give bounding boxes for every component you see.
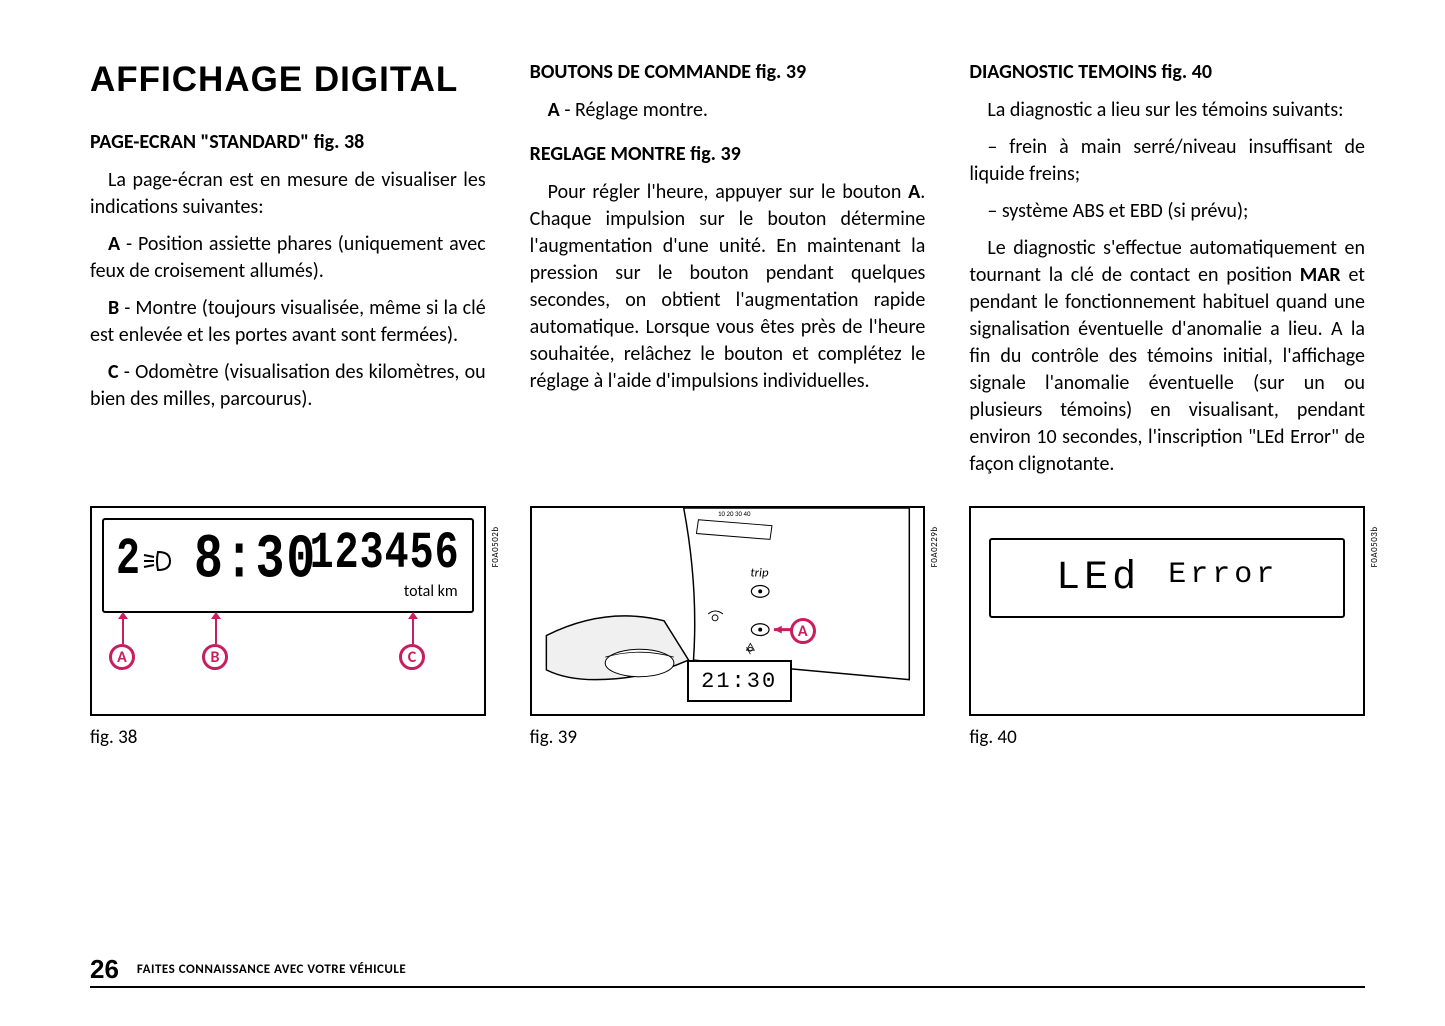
- col1-p1: La page-écran est en mesure de visualise…: [90, 167, 486, 221]
- label-a2: A: [548, 98, 560, 122]
- col1-p4: C - Odomètre (visualisation des kilomètr…: [90, 359, 486, 413]
- label-mar: MAR: [1300, 263, 1341, 287]
- col1-p4-text: - Odomètre (visualisation des kilomètres…: [90, 360, 486, 411]
- arrow-c: [412, 618, 414, 644]
- col2-heading-a: BOUTONS DE COMMANDE fig. 39: [530, 60, 926, 85]
- main-title: AFFICHAGE DIGITAL: [90, 60, 486, 100]
- trip-label: trip: [750, 566, 769, 581]
- col2-p2: Pour régler l'heure, appuyer sur le bout…: [530, 179, 926, 395]
- column-2: BOUTONS DE COMMANDE fig. 39 A - Réglage …: [530, 60, 926, 488]
- label-c: C: [108, 360, 119, 384]
- arrow-a: [122, 618, 124, 644]
- fig38-caption: fig. 38: [90, 726, 486, 749]
- figure-39: F0A0229b 10 20 30 40 trip A: [530, 506, 926, 749]
- label-a3: A: [908, 180, 920, 204]
- col2-p1-text: - Réglage montre.: [560, 98, 708, 122]
- col2-p2-pre: Pour régler l'heure, appuyer sur le bout…: [548, 180, 908, 204]
- page-number: 26: [90, 954, 119, 985]
- column-1: AFFICHAGE DIGITAL PAGE-ECRAN "STANDARD" …: [90, 60, 486, 488]
- fig38-code: F0A0502b: [490, 526, 501, 567]
- figure-40: F0A0503b LEd Error fig. 40: [969, 506, 1365, 749]
- callout-a-39: A: [790, 618, 816, 644]
- col3-heading: DIAGNOSTIC TEMOINS fig. 40: [969, 60, 1365, 85]
- page-footer: 26 FAITES CONNAISSANCE AVEC VOTRE VÉHICU…: [90, 952, 1365, 988]
- label-a: A: [108, 232, 120, 256]
- clock-time: 8:30: [194, 526, 317, 596]
- fig39-code: F0A0229b: [929, 526, 940, 567]
- col3-p3: – système ABS et EBD (si prévu);: [969, 198, 1365, 225]
- dash-time: 21:30: [701, 669, 777, 694]
- col1-p2-text: - Position assiette phares (uniquement a…: [90, 232, 486, 283]
- col3-p4-post: et pendant le fonctionnement habituel qu…: [969, 263, 1365, 476]
- col1-p2: A - Position assiette phares (uniquement…: [90, 231, 486, 285]
- total-km-label: total km: [404, 582, 458, 601]
- col2-p1: A - Réglage montre.: [530, 97, 926, 124]
- label-b: B: [108, 296, 119, 320]
- fig40-code: F0A0503b: [1369, 526, 1380, 567]
- led-big: LEd: [1056, 556, 1140, 601]
- footer-text: FAITES CONNAISSANCE AVEC VOTRE VÉHICULE: [137, 962, 406, 977]
- fig39-caption: fig. 39: [530, 726, 926, 749]
- callout-b: B: [202, 644, 228, 670]
- odometer-value: 123456: [310, 525, 460, 584]
- col2-heading-b: REGLAGE MONTRE fig. 39: [530, 142, 926, 167]
- callout-c: C: [399, 644, 425, 670]
- fig40-caption: fig. 40: [969, 726, 1365, 749]
- col3-p4: Le diagnostic s'effectue automatiquement…: [969, 235, 1365, 478]
- lcd-display-40: LEd Error: [989, 538, 1345, 618]
- col3-p2: – frein à main serré/niveau insuffisant …: [969, 134, 1365, 188]
- arrow-b: [215, 618, 217, 644]
- col1-p3: B - Montre (toujours visualisée, même si…: [90, 295, 486, 349]
- figure-38: F0A0502b 2 8:30 123456 total km A B C f: [90, 506, 486, 749]
- col3-p1: La diagnostic a lieu sur les témoins sui…: [969, 97, 1365, 124]
- callout-a: A: [109, 644, 135, 670]
- led-error-text: LEd Error: [1056, 556, 1278, 601]
- col2-p2-post: . Chaque impulsion sur le bouton détermi…: [530, 180, 926, 393]
- column-3: DIAGNOSTIC TEMOINS fig. 40 La diagnostic…: [969, 60, 1365, 488]
- headlight-icon: [142, 548, 174, 574]
- headlight-level-digit: 2: [116, 531, 140, 590]
- col1-p3-text: - Montre (toujours visualisée, même si l…: [90, 296, 486, 347]
- dash-clock-display: 21:30: [687, 660, 792, 702]
- col1-heading: PAGE-ECRAN "STANDARD" fig. 38: [90, 130, 486, 155]
- lcd-display-38: 2 8:30 123456 total km: [102, 518, 474, 613]
- svg-text:10 20 30 40: 10 20 30 40: [718, 509, 751, 518]
- led-small: Error: [1168, 558, 1278, 592]
